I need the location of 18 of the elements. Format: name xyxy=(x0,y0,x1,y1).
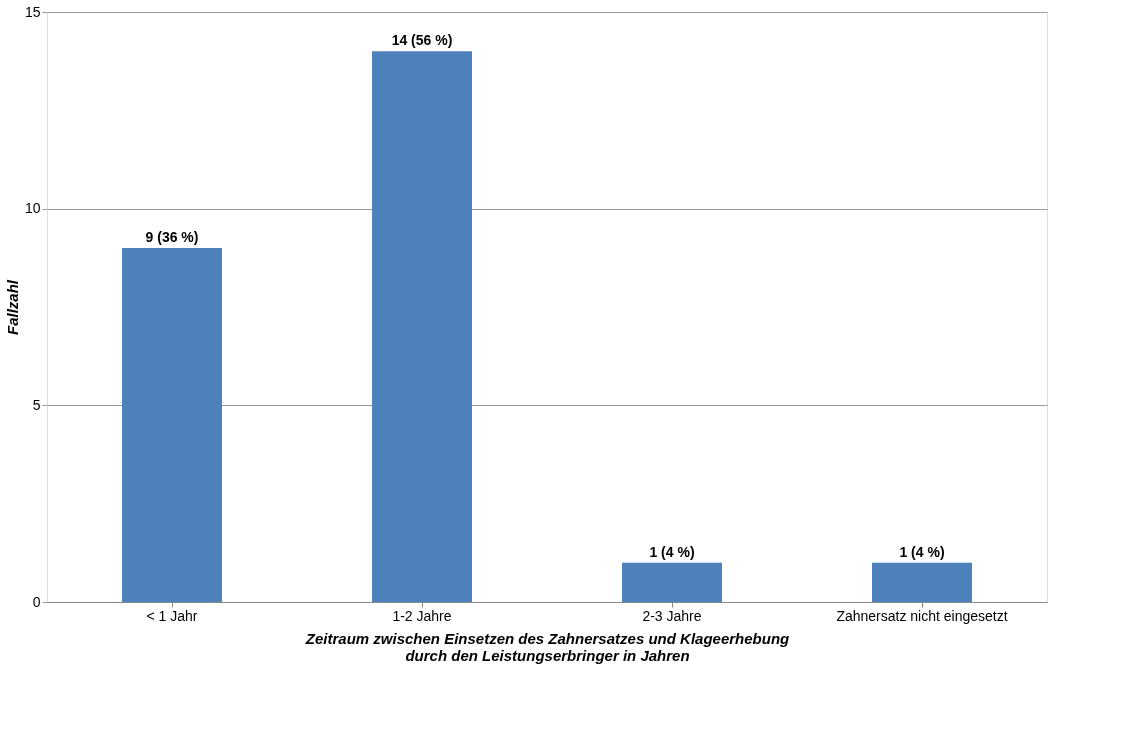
data-label: 1 (4 %) xyxy=(649,543,695,560)
x-tick-label: Zahnersatz nicht eingesetzt xyxy=(836,607,1008,624)
data-label: 1 (4 %) xyxy=(899,543,945,560)
x-axis-title: Zeitraum zwischen Einsetzen des Zahnersatzes und Klageerhebung durch den Leistungserbringer in Jahren xyxy=(304,629,790,664)
y-tick-label: 15 xyxy=(24,3,41,20)
data-label: 9 (36 %) xyxy=(145,229,199,245)
data-label: 14 (56 %) xyxy=(391,32,453,49)
x-tick-label: < 1 Jahr xyxy=(146,607,198,624)
y-tick-label: 10 xyxy=(24,200,41,217)
bar xyxy=(872,562,972,602)
y-tick-label: 0 xyxy=(32,593,41,610)
y-tick-label: 5 xyxy=(32,396,41,413)
bar xyxy=(372,51,472,602)
y-axis-title: Fallzahl xyxy=(3,279,21,336)
bar xyxy=(622,562,722,602)
x-tick-label: 1-2 Jahre xyxy=(392,607,452,624)
x-tick-label: 2-3 Jahre xyxy=(642,607,702,624)
bar xyxy=(122,248,222,602)
